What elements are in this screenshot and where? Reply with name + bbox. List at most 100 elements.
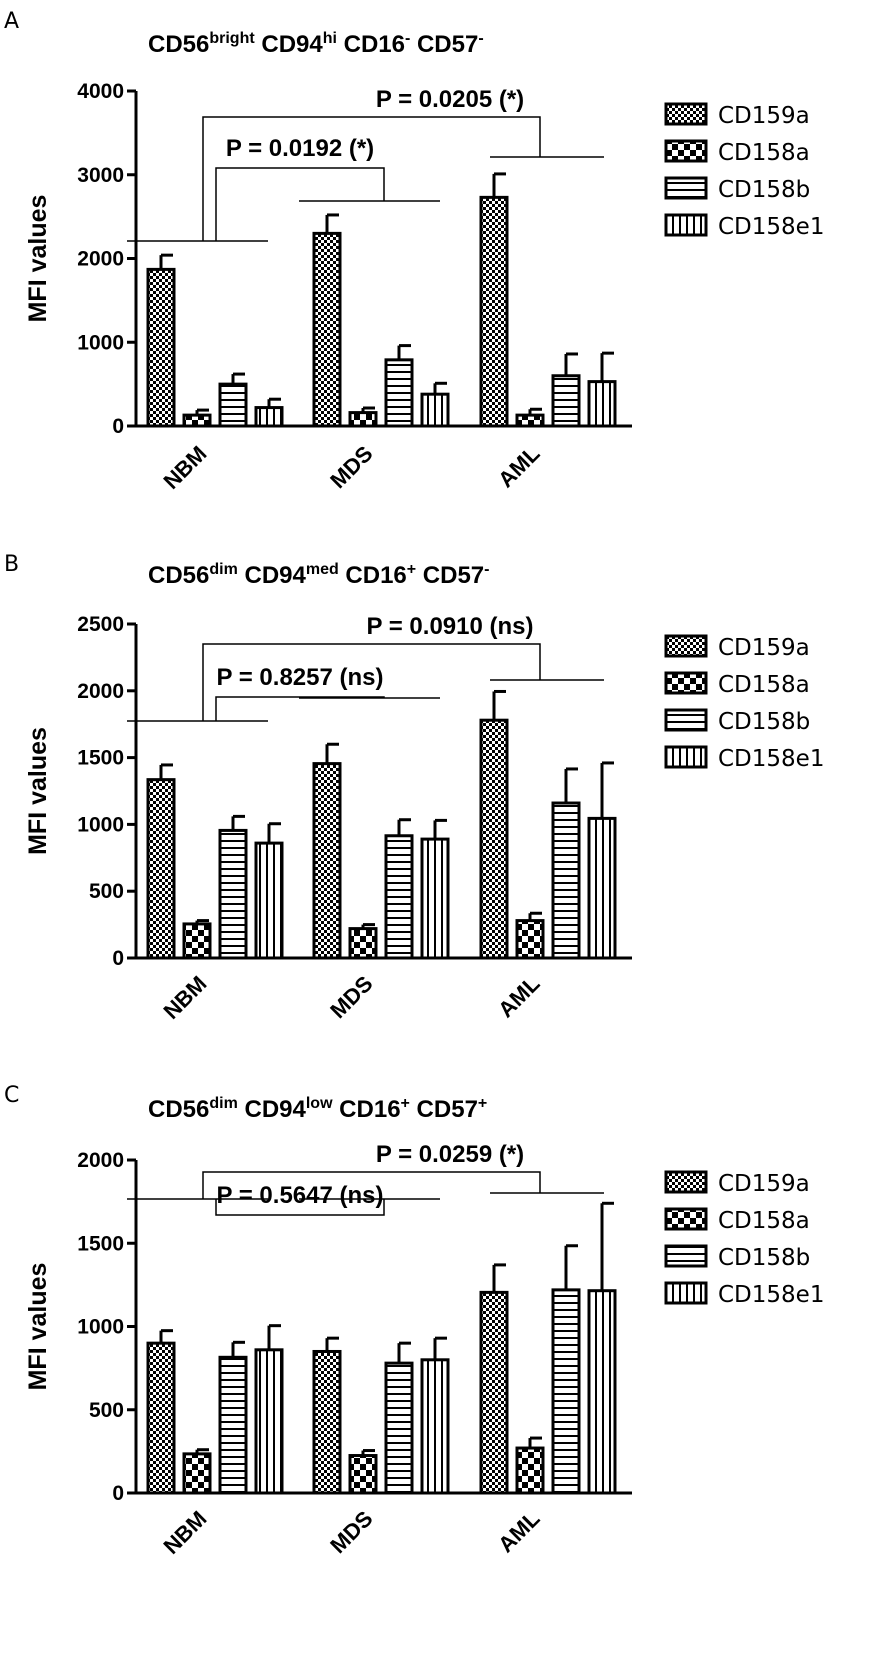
legend-swatch [664,1244,708,1268]
y-tick-label: 1500 [77,1232,124,1255]
legend-swatch [664,139,708,163]
y-tick-label: 2500 [77,613,124,636]
title-superscript: + [401,1095,410,1112]
bar-cd159a-nbm [146,267,176,428]
legend-swatch [664,1170,708,1194]
bar-cd159a-mds [312,762,342,960]
y-tick-label: 2000 [77,680,124,703]
chart-title: CD56dim CD94med CD16+ CD57- [148,561,489,589]
bar-cd158b-mds [384,834,414,960]
bar-cd158e1-aml [587,816,617,960]
y-axis-label: MFI values [24,1263,52,1391]
legend-label: CD158e1 [718,746,824,772]
bar-cd158b-mds [384,1361,414,1495]
chart-panel-b: B CD56dim CD94med CD16+ CD57- 0 500 1000 1500… [4,552,824,1024]
x-tick-label: MDS [325,971,377,1023]
y-tick-label: 1000 [77,331,124,354]
y-tick-label: 2000 [77,248,124,271]
title-text: CD94 [255,31,324,58]
bar-cd158a-mds [348,1454,378,1495]
y-tick-label: 4000 [77,80,124,103]
legend-label: CD158a [718,140,810,166]
x-tick-label: AML [493,441,544,492]
y-tick-label: 0 [112,1482,124,1505]
bar-cd158e1-aml [587,380,617,428]
legend: CD159a CD158a CD158b CD158e1 [664,1170,824,1308]
bar-cd158b-nbm [218,828,248,960]
legend-label: CD159a [718,635,810,661]
title-text: CD94 [238,1096,307,1123]
bar-cd158a-nbm [182,1452,212,1495]
bar-cd158a-nbm [182,922,212,960]
bar-cd158b-aml [551,801,581,960]
bar-cd158e1-nbm [254,841,284,960]
comparison-bracket [202,116,541,241]
legend-label: CD158e1 [718,214,824,240]
legend-swatch [664,708,708,732]
p-value-label: P = 0.0259 (*) [376,1141,524,1168]
bar-cd158a-mds [348,927,378,960]
bar-cd159a-aml [479,195,509,428]
x-tick-label: MDS [325,1506,377,1558]
title-superscript: low [306,1095,333,1112]
bar-cd158b-nbm [218,1355,248,1495]
bar-cd158a-aml [515,1446,545,1495]
bar-cd158e1-mds [420,392,450,428]
chart-title: CD56dim CD94low CD16+ CD57+ [148,1095,487,1123]
p-value-label: P = 0.8257 (ns) [217,664,384,691]
x-tick-label: AML [493,971,544,1022]
title-text: CD57 [410,31,478,58]
y-tick-label: 0 [112,947,124,970]
bar-cd158a-nbm [182,413,212,428]
bar-cd159a-mds [312,231,342,428]
legend-swatch [664,1281,708,1305]
comparison-bracket [215,167,385,241]
title-text: CD16 [337,31,405,58]
title-text: CD56 [148,562,209,589]
legend: CD159a CD158a CD158b CD158e1 [664,634,824,772]
bar-cd159a-aml [479,718,509,960]
title-superscript: + [478,1095,487,1112]
comparison-bracket [202,1171,541,1199]
title-superscript: - [484,561,489,578]
panel-letter: C [4,1083,19,1108]
p-value-label: P = 0.0192 (*) [226,135,374,162]
y-tick-label: 2000 [77,1149,124,1172]
title-text: CD56 [148,1096,209,1123]
legend-swatch [664,671,708,695]
bar-cd158e1-nbm [254,1348,284,1495]
legend-label: CD159a [718,1171,810,1197]
bar-cd158e1-mds [420,1358,450,1495]
title-superscript: bright [209,30,255,47]
comparison-bracket [215,696,385,721]
bar-cd158e1-aml [587,1289,617,1495]
comparison-bracket [215,1199,385,1216]
y-tick-label: 1500 [77,747,124,770]
legend-swatch [664,176,708,200]
bar-cd158b-aml [551,374,581,428]
p-value-label: P = 0.0205 (*) [376,86,524,113]
x-tick-label: AML [493,1506,544,1557]
x-tick-label: NBM [158,441,211,494]
y-tick-label: 0 [112,415,124,438]
panel-letter: A [4,9,19,34]
legend-label: CD158b [718,709,810,735]
bar-cd158b-aml [551,1288,581,1495]
title-superscript: hi [323,30,337,47]
chart-title: CD56bright CD94hi CD16- CD57- [148,30,484,58]
panel-letter: B [4,552,19,577]
bar-cd158b-mds [384,358,414,428]
legend-swatch [664,213,708,237]
p-value-label: P = 0.5647 (ns) [217,1182,384,1209]
title-superscript: - [478,30,483,47]
title-superscript: med [306,561,339,578]
x-tick-label: MDS [325,441,377,493]
title-superscript: dim [209,561,237,578]
title-text: CD57 [410,1096,478,1123]
y-axis-label: MFI values [24,195,52,323]
x-tick-label: NBM [158,971,211,1024]
bar-cd158e1-nbm [254,406,284,428]
legend-swatch [664,634,708,658]
